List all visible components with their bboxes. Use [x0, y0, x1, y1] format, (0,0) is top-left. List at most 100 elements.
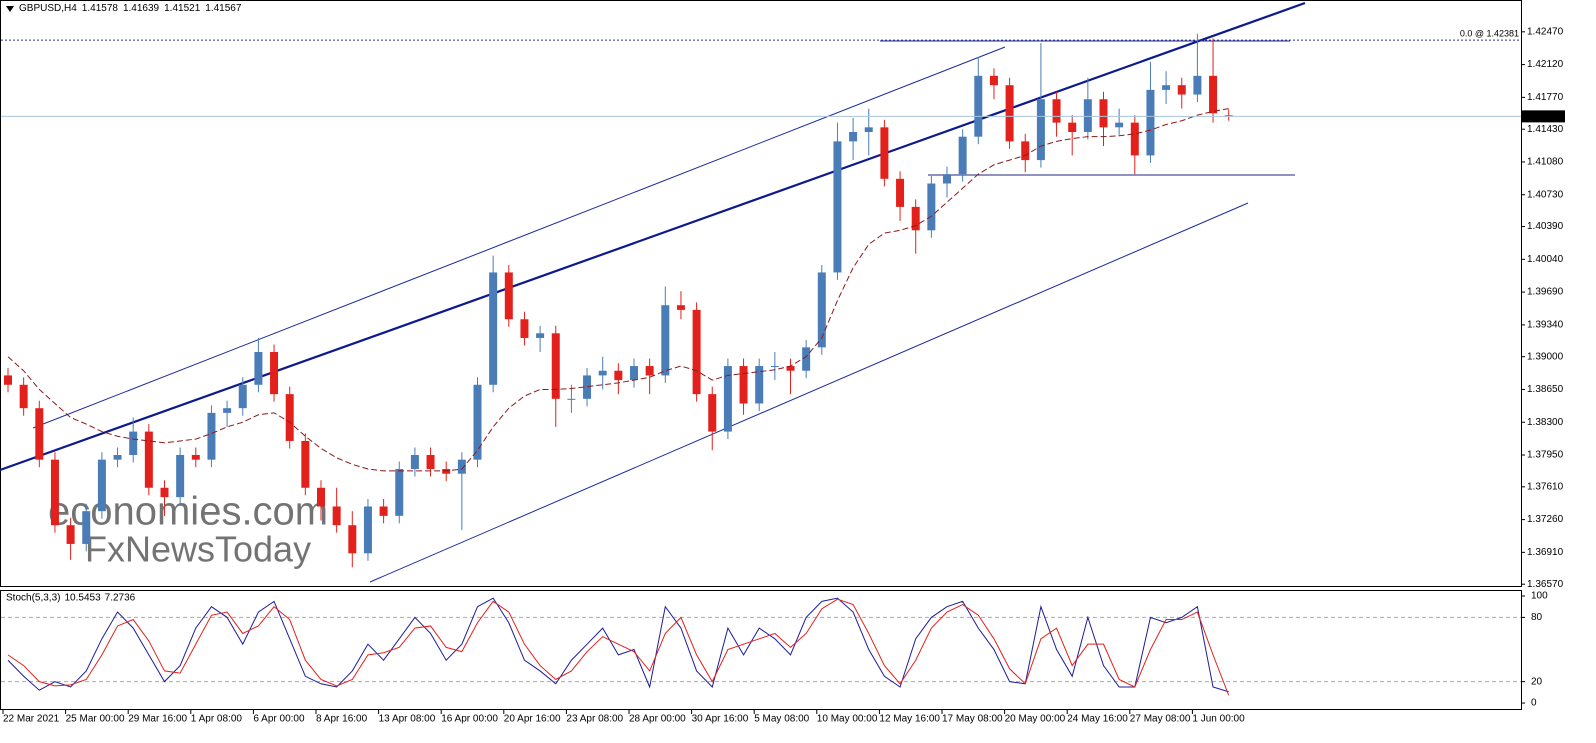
- candle-body: [927, 183, 936, 231]
- candle-body: [1052, 99, 1061, 123]
- candle-body: [426, 454, 435, 470]
- candle-body: [285, 394, 294, 441]
- x-tick-label: 5 May 08:00: [754, 714, 809, 725]
- fib-label: 0.0 @ 1.42381: [1460, 29, 1519, 39]
- candle-body: [536, 333, 545, 338]
- candle-body: [1209, 75, 1218, 114]
- main-frame: [0, 0, 1522, 587]
- candle-body: [770, 366, 779, 368]
- candle-body: [1146, 89, 1155, 156]
- candle-body: [598, 370, 607, 376]
- candle-body: [363, 506, 372, 554]
- candle-body: [567, 398, 576, 400]
- x-tick-label: 13 Apr 08:00: [379, 714, 436, 725]
- candle-body: [692, 309, 701, 395]
- candle-body: [1130, 122, 1139, 156]
- candle-body: [1099, 99, 1108, 128]
- candle-body: [1068, 122, 1077, 133]
- moving-average: [7, 108, 1229, 472]
- price-box: [1521, 110, 1565, 123]
- y-tick-label: 1.40730: [1527, 189, 1564, 200]
- candle-body: [896, 178, 905, 207]
- candle-body: [676, 305, 685, 310]
- last-close: 1.41567: [205, 3, 242, 14]
- y-tick-label: 1.40040: [1527, 254, 1564, 265]
- candle-body: [645, 366, 654, 376]
- y-tick-label: 1.37610: [1527, 481, 1564, 492]
- y-tick-label: 1.39690: [1527, 287, 1564, 298]
- candle-body: [661, 305, 670, 376]
- candle-body: [82, 511, 91, 544]
- last-open: 1.41578: [81, 3, 118, 14]
- candle-body: [270, 352, 279, 395]
- candle-body: [989, 75, 998, 86]
- candle-body: [1005, 85, 1014, 142]
- header: GBPUSD,H4 1.41578 1.41639 1.41521 1.4156…: [6, 3, 241, 14]
- candle-body: [1036, 99, 1045, 161]
- candle-body: [864, 127, 873, 133]
- y-tick-label: 80: [1531, 612, 1543, 623]
- price-label: 1.41567: [1524, 111, 1561, 122]
- candle-body: [207, 412, 216, 460]
- candle-body: [144, 431, 153, 488]
- candle-body: [113, 454, 122, 460]
- candle-body: [191, 454, 200, 460]
- candle-body: [708, 394, 717, 432]
- last-low: 1.41521: [164, 3, 201, 14]
- x-tick-label: 8 Apr 16:00: [316, 714, 368, 725]
- candle-body: [817, 272, 826, 348]
- watermark: economies.com: [48, 490, 328, 534]
- candle-body: [1021, 141, 1030, 161]
- candle-body: [489, 272, 498, 385]
- trend-line: [0, 1, 1306, 472]
- candle-body: [520, 319, 529, 338]
- candle-body: [614, 370, 623, 381]
- indicator-value: 10.5453: [64, 593, 101, 604]
- candle-body: [35, 408, 44, 460]
- x-tick-label: 29 Mar 16:00: [128, 714, 187, 725]
- candle-body: [1115, 122, 1124, 128]
- candle-body: [160, 487, 169, 498]
- candle-body: [223, 408, 232, 413]
- candle-body: [317, 487, 325, 507]
- last-high: 1.41639: [122, 3, 160, 14]
- sub-frame: [0, 590, 1522, 710]
- candle-body: [176, 454, 185, 498]
- candle-body: [1193, 75, 1202, 95]
- x-tick-label: 12 May 16:00: [879, 714, 940, 725]
- candle-body: [50, 459, 59, 526]
- candle-body: [911, 206, 920, 231]
- candle-body: [802, 347, 811, 371]
- header-arrow: [6, 5, 14, 12]
- x-tick-label: 17 May 08:00: [942, 714, 1003, 725]
- indicator-title: Stoch(5,3,3): [6, 593, 60, 604]
- candle-body: [238, 384, 247, 409]
- candle-body: [19, 384, 28, 409]
- candle-body: [332, 506, 341, 526]
- candle-body: [66, 525, 75, 544]
- y-tick-label: 1.38300: [1527, 417, 1564, 428]
- symbol: GBPUSD,H4: [19, 3, 77, 14]
- x-tick-label: 10 May 00:00: [817, 714, 878, 725]
- x-tick-label: 24 May 16:00: [1067, 714, 1128, 725]
- y-tick-label: 1.39000: [1527, 351, 1564, 362]
- stoch-line: [7, 598, 1230, 696]
- watermark: FxNewsToday: [85, 529, 311, 570]
- candle-body: [1083, 99, 1092, 133]
- candle-body: [786, 366, 795, 371]
- candle-body: [723, 366, 732, 432]
- candle-body: [1224, 115, 1233, 117]
- candle-body: [551, 333, 560, 399]
- candle-body: [504, 272, 513, 320]
- y-tick-label: 1.41430: [1527, 124, 1564, 135]
- y-tick-label: 20: [1531, 676, 1543, 687]
- candle-body: [457, 459, 466, 474]
- y-tick-label: 1.38650: [1527, 384, 1564, 395]
- channel-lower: [369, 202, 1249, 583]
- candle-body: [379, 506, 388, 516]
- candle-body: [348, 525, 357, 554]
- x-tick-label: 23 Apr 08:00: [566, 714, 623, 725]
- x-tick-label: 25 Mar 00:00: [66, 714, 125, 725]
- y-tick-label: 1.36910: [1527, 547, 1564, 558]
